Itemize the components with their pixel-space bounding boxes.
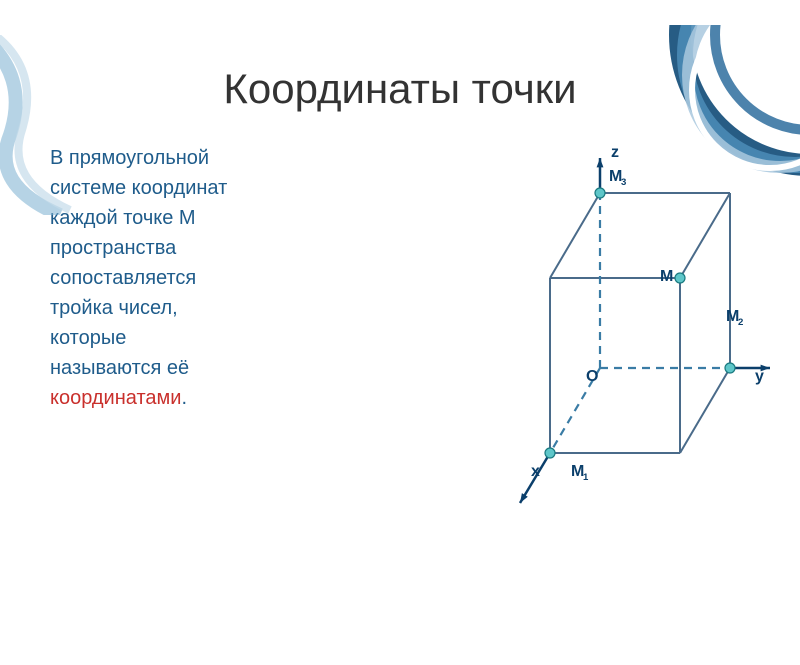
svg-text:y: y [755,368,764,385]
coordinate-diagram: xyzOMM1M2M3 [240,143,800,523]
decorative-left-accent [0,35,140,215]
svg-text:2: 2 [738,317,743,328]
svg-text:1: 1 [583,472,589,483]
svg-text:z: z [611,144,619,161]
svg-text:x: x [531,463,540,480]
svg-text:M: M [660,268,673,285]
svg-text:O: O [586,368,598,385]
svg-text:3: 3 [621,177,626,188]
description-highlight: координатами [50,387,181,409]
description-period: . [181,387,187,409]
